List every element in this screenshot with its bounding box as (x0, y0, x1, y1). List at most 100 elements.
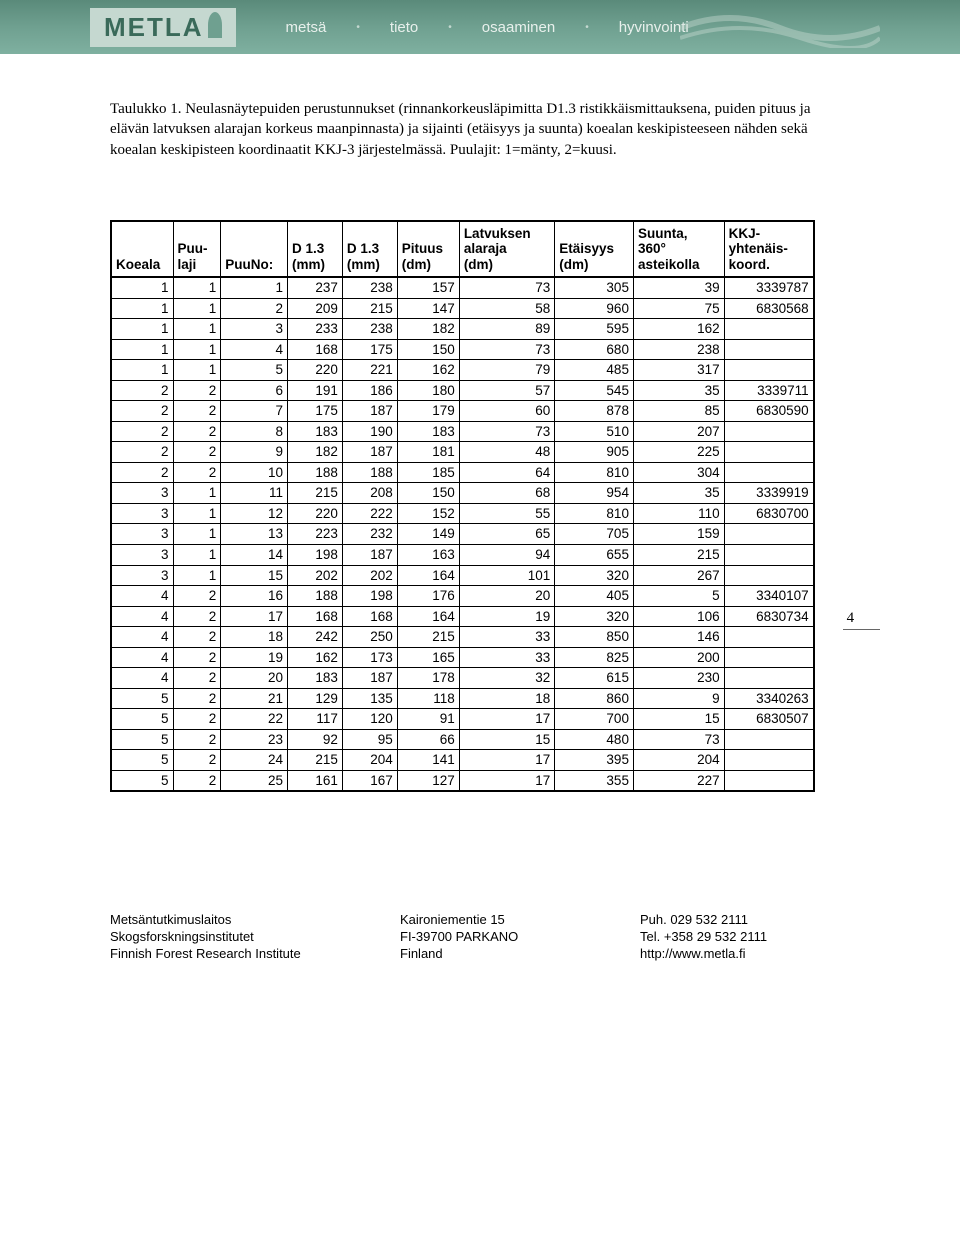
column-header: Puu-laji (173, 221, 221, 278)
banner-word: osaaminen (482, 19, 555, 36)
table-cell: 7 (221, 401, 288, 422)
table-cell: 215 (342, 298, 397, 319)
table-cell: 215 (288, 750, 343, 771)
table-row: 22717518717960878856830590 (111, 401, 814, 422)
table-cell: 204 (633, 750, 724, 771)
table-cell: 3340263 (724, 688, 814, 709)
table-cell: 9 (633, 688, 724, 709)
table-body: 1112372381577330539333978711220921514758… (111, 277, 814, 791)
table-cell: 3340107 (724, 586, 814, 607)
table-cell: 13 (221, 524, 288, 545)
table-cell: 810 (555, 462, 634, 483)
table-cell: 159 (633, 524, 724, 545)
table-cell: 175 (342, 339, 397, 360)
table-cell: 2 (173, 668, 221, 689)
table-cell: 6830507 (724, 709, 814, 730)
table-cell: 202 (342, 565, 397, 586)
table-cell: 198 (288, 545, 343, 566)
table-row: 52221171209117700156830507 (111, 709, 814, 730)
table-cell: 6830590 (724, 401, 814, 422)
table-cell: 320 (555, 565, 634, 586)
table-cell: 187 (342, 668, 397, 689)
table-cell: 20 (221, 668, 288, 689)
table-cell: 5 (111, 688, 173, 709)
table-cell (724, 524, 814, 545)
table-cell: 705 (555, 524, 634, 545)
table-cell (724, 442, 814, 463)
footer-line: Tel. +358 29 532 2111 (640, 929, 850, 946)
table-row: 4217168168164193201066830734 (111, 606, 814, 627)
footer-line: Finnish Forest Research Institute (110, 946, 400, 963)
logo: METLA (90, 8, 236, 47)
table-row: 3112220222152558101106830700 (111, 503, 814, 524)
table-cell: 480 (555, 729, 634, 750)
table-cell: 165 (397, 647, 459, 668)
table-cell: 33 (459, 627, 554, 648)
table-cell: 700 (555, 709, 634, 730)
table-cell: 188 (288, 462, 343, 483)
table-row: 522421520414117395204 (111, 750, 814, 771)
table-cell (724, 462, 814, 483)
table-cell: 73 (633, 729, 724, 750)
table-cell: 152 (397, 503, 459, 524)
table-cell: 60 (459, 401, 554, 422)
table-cell: 1 (221, 277, 288, 298)
table-cell: 4 (221, 339, 288, 360)
table-cell: 94 (459, 545, 554, 566)
table-cell: 1 (173, 319, 221, 340)
footer-col-org: Metsäntutkimuslaitos Skogsforskningsinst… (110, 912, 400, 963)
footer-col-address: Kaironiementie 15 FI-39700 PARKANO Finla… (400, 912, 640, 963)
table-cell: 209 (288, 298, 343, 319)
table-cell: 181 (397, 442, 459, 463)
column-header: Suunta,360°asteikolla (633, 221, 724, 278)
banner-words: metsä • tieto • osaaminen • hyvinvointi (286, 19, 689, 36)
table-cell: 3 (111, 565, 173, 586)
table-cell: 32 (459, 668, 554, 689)
table-row: 421824225021533850146 (111, 627, 814, 648)
table-cell: 21 (221, 688, 288, 709)
table-cell: 182 (397, 319, 459, 340)
table-cell: 198 (342, 586, 397, 607)
footer-line: Kaironiementie 15 (400, 912, 640, 929)
table-cell: 2 (173, 380, 221, 401)
table-cell: 163 (397, 545, 459, 566)
table-cell: 317 (633, 360, 724, 381)
table-cell: 147 (397, 298, 459, 319)
table-row: 311419818716394655215 (111, 545, 814, 566)
table-cell: 215 (397, 627, 459, 648)
table-row: 11522022116279485317 (111, 360, 814, 381)
table-cell: 2 (173, 770, 221, 791)
table-cell: 1 (173, 503, 221, 524)
table-cell: 64 (459, 462, 554, 483)
table-cell: 173 (342, 647, 397, 668)
footer-col-contact: Puh. 029 532 2111 Tel. +358 29 532 2111 … (640, 912, 850, 963)
table-cell (724, 729, 814, 750)
column-header: PuuNo: (221, 221, 288, 278)
header-banner: METLA metsä • tieto • osaaminen • hyvinv… (0, 0, 960, 54)
table-cell: 164 (397, 565, 459, 586)
table-cell: 183 (397, 421, 459, 442)
table-cell: 162 (633, 319, 724, 340)
table-cell (724, 627, 814, 648)
table-cell: 73 (459, 421, 554, 442)
decorative-swirl-icon (680, 8, 880, 48)
table-cell: 510 (555, 421, 634, 442)
table-cell: 73 (459, 339, 554, 360)
table-cell: 175 (288, 401, 343, 422)
table-cell: 6830568 (724, 298, 814, 319)
table-cell: 1 (111, 319, 173, 340)
table-cell: 2 (173, 709, 221, 730)
table-cell: 17 (459, 709, 554, 730)
table-cell: 227 (633, 770, 724, 791)
data-table: KoealaPuu-lajiPuuNo:D 1.3(mm)D 1.3(mm)Pi… (110, 220, 815, 792)
page-number: 4 (843, 610, 880, 630)
table-row: 52239295661548073 (111, 729, 814, 750)
table-cell: 1 (173, 298, 221, 319)
table-cell: 3 (111, 545, 173, 566)
table-cell: 68 (459, 483, 554, 504)
table-cell: 129 (288, 688, 343, 709)
table-row: 22619118618057545353339711 (111, 380, 814, 401)
table-cell: 2 (173, 688, 221, 709)
table-cell: 238 (342, 319, 397, 340)
table-cell: 232 (342, 524, 397, 545)
